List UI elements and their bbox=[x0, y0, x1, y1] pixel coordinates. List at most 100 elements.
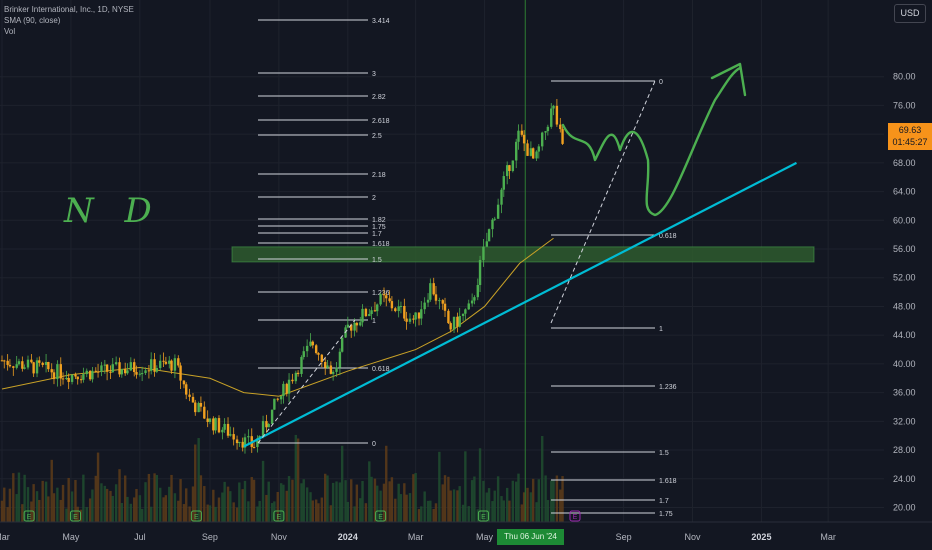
volume-bar bbox=[252, 479, 256, 522]
candle-body bbox=[100, 365, 103, 372]
price-tick-label: 56.00 bbox=[893, 244, 916, 254]
volume-bar bbox=[8, 488, 12, 522]
volume-bar bbox=[74, 479, 77, 522]
candle-body bbox=[359, 322, 362, 326]
candle-body bbox=[214, 418, 217, 431]
volume-bar bbox=[282, 484, 285, 522]
freehand-path bbox=[561, 62, 747, 217]
volume-bar bbox=[65, 508, 68, 522]
bar-countdown: 01:45:27 bbox=[892, 137, 928, 147]
candle-body bbox=[464, 309, 467, 314]
candle-body bbox=[44, 362, 48, 365]
volume-bar bbox=[390, 477, 394, 522]
price-tick-label: 76.00 bbox=[893, 100, 916, 110]
volume-bar bbox=[103, 485, 107, 522]
price-axis[interactable]: 20.00 24.00 28.00 32.00 36.00 40.00 44.00 48.00… bbox=[884, 0, 932, 522]
candle-body bbox=[420, 309, 423, 319]
volume-bar bbox=[331, 482, 335, 522]
legend-sma: SMA (90, close) bbox=[4, 16, 61, 25]
earnings-marker-label: E bbox=[481, 514, 486, 521]
candle-body bbox=[340, 337, 344, 352]
time-tick-label: Nov bbox=[685, 532, 702, 542]
volume-bar bbox=[535, 502, 538, 522]
fib-level-label: 1 bbox=[659, 326, 663, 333]
currency-button[interactable]: USD bbox=[894, 4, 926, 23]
volume-bar bbox=[529, 492, 533, 522]
volume-bar bbox=[491, 501, 494, 522]
volume-bar bbox=[197, 438, 200, 522]
fib-extension-right[interactable]: 0 0.618 1 1.236 1.5 1.618 1.7 1.75 bbox=[551, 79, 677, 518]
candle-body bbox=[373, 310, 377, 312]
candle-body bbox=[41, 362, 44, 365]
time-tick-label: Sep bbox=[616, 532, 632, 542]
price-tick-label: 36.00 bbox=[893, 388, 916, 398]
volume-bar bbox=[394, 498, 397, 522]
volume-bar bbox=[212, 489, 215, 522]
fib-level-label: 2.5 bbox=[372, 133, 382, 140]
candle-body bbox=[320, 354, 324, 362]
time-tick-label: Mar bbox=[0, 532, 10, 542]
volume-bar bbox=[379, 490, 382, 522]
volume-bar bbox=[505, 487, 509, 522]
candle-body bbox=[311, 341, 314, 346]
candle-body bbox=[267, 424, 270, 428]
candle-body bbox=[35, 360, 39, 374]
volume-bar bbox=[338, 482, 342, 522]
freehand-drawing[interactable] bbox=[561, 62, 747, 217]
volume-bar bbox=[111, 495, 114, 522]
volume-bar bbox=[517, 473, 520, 522]
dashed-projection-lines[interactable] bbox=[257, 80, 656, 444]
volume-bar bbox=[408, 493, 412, 522]
handwritten-annotation: N D bbox=[63, 191, 162, 231]
volume-bar bbox=[3, 487, 6, 522]
candle-body bbox=[238, 441, 241, 444]
volume-bar bbox=[56, 487, 59, 522]
fib-level-label: 1.7 bbox=[659, 498, 669, 505]
candle-body bbox=[182, 380, 186, 385]
volume-bar bbox=[279, 483, 283, 522]
candle-body bbox=[561, 129, 564, 144]
volume-bar bbox=[376, 485, 379, 522]
fib-level-label: 0 bbox=[372, 441, 376, 448]
volume-bar bbox=[15, 494, 18, 522]
candle-body bbox=[59, 364, 62, 379]
volume-bar bbox=[399, 494, 403, 522]
candle-body bbox=[467, 303, 470, 310]
volume-bar bbox=[140, 508, 144, 522]
candle-body bbox=[423, 302, 426, 310]
volume-bar bbox=[194, 444, 197, 522]
candle-body bbox=[294, 372, 298, 382]
volume-bar bbox=[149, 506, 153, 522]
candle-body bbox=[129, 362, 133, 371]
volume-bar bbox=[61, 484, 65, 522]
candle-body bbox=[552, 105, 555, 109]
candle-body bbox=[376, 304, 379, 312]
volume-bar bbox=[182, 504, 186, 522]
volume-bar bbox=[340, 445, 344, 522]
time-axis[interactable]: Mar May Jul Sep Nov 2024 Mar May Sep Nov 2025 Mar bbox=[0, 521, 932, 542]
volume-bar bbox=[47, 496, 50, 522]
candle-body bbox=[252, 446, 256, 448]
candle-body bbox=[535, 151, 538, 159]
fib-level-label: 2 bbox=[372, 195, 376, 202]
earnings-marker-label: E bbox=[27, 514, 32, 521]
candle-body bbox=[331, 371, 335, 374]
candle-body bbox=[368, 314, 371, 317]
trendline[interactable] bbox=[243, 161, 797, 448]
earnings-marker bbox=[273, 510, 285, 522]
candle-body bbox=[390, 301, 394, 309]
volume-bar bbox=[403, 483, 406, 522]
volume-bar bbox=[482, 480, 485, 522]
volume-bar bbox=[300, 483, 303, 522]
volume-bar bbox=[361, 480, 364, 522]
volume-bar bbox=[226, 486, 230, 522]
volume-bar bbox=[426, 500, 430, 522]
volume-bar bbox=[552, 480, 555, 522]
candle-body bbox=[67, 378, 70, 382]
volume-bars bbox=[0, 434, 564, 522]
volume-bar bbox=[432, 508, 435, 522]
candle-body bbox=[208, 418, 212, 422]
fib-level-label: 3 bbox=[372, 71, 376, 78]
